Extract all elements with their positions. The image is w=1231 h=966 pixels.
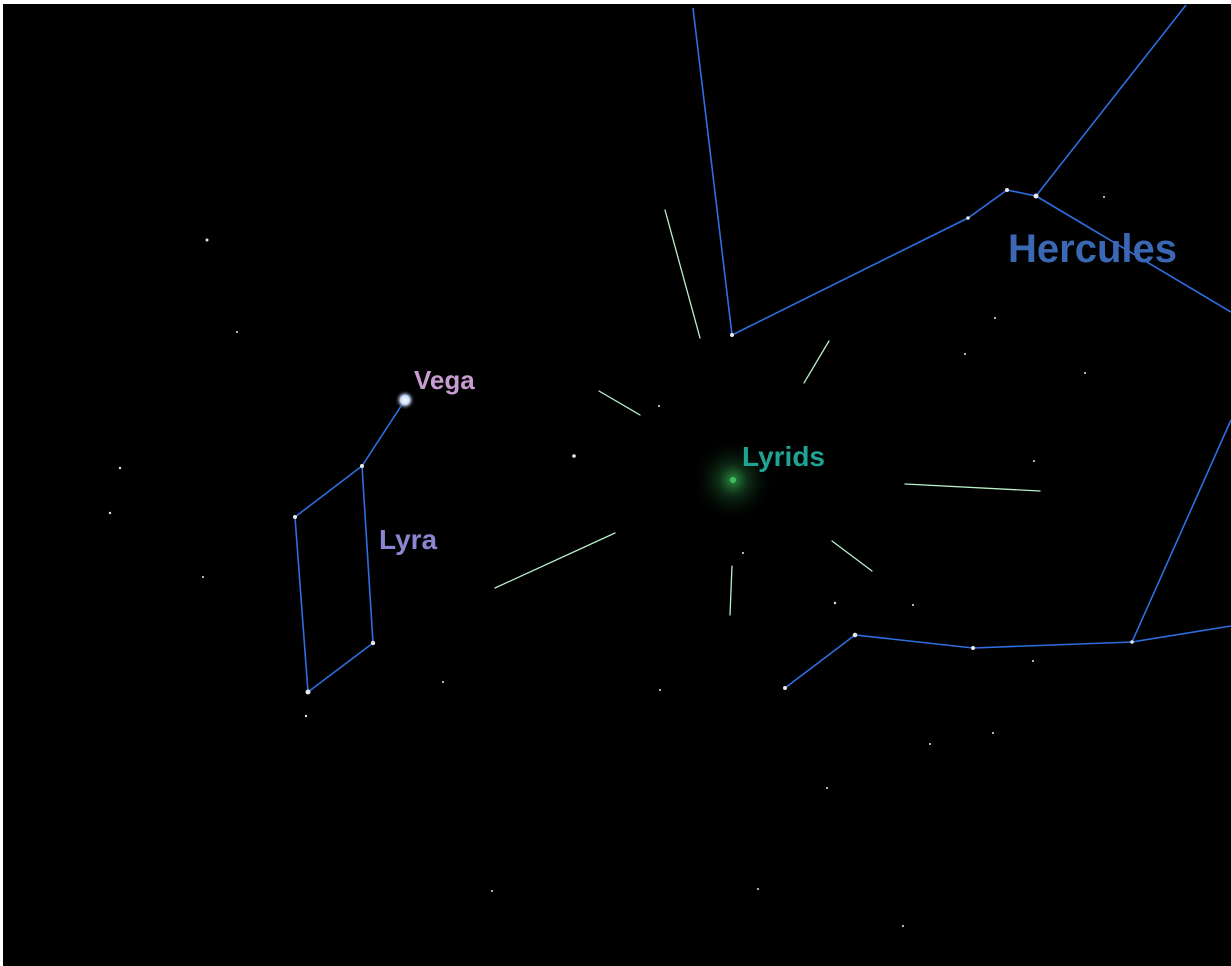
star	[826, 787, 828, 789]
star	[119, 467, 121, 469]
star	[992, 732, 994, 734]
star	[834, 602, 836, 604]
star	[202, 576, 204, 578]
star	[853, 633, 858, 638]
star	[1032, 660, 1034, 662]
sky-chart: Vega Lyra Lyrids Hercules	[0, 0, 1231, 966]
star	[293, 515, 297, 519]
star	[572, 454, 576, 458]
star	[306, 690, 311, 695]
star	[305, 715, 307, 717]
page: Vega Lyra Lyrids Hercules (() => { const…	[0, 0, 1231, 966]
star	[1130, 640, 1134, 644]
star	[1005, 188, 1009, 192]
star	[1034, 194, 1039, 199]
star	[442, 681, 444, 683]
star	[206, 239, 209, 242]
star	[1103, 196, 1105, 198]
star	[912, 604, 914, 606]
star	[658, 405, 660, 407]
star	[371, 641, 375, 645]
background	[3, 4, 1231, 966]
star-label: Vega	[414, 365, 475, 395]
star	[964, 353, 966, 355]
star	[966, 216, 970, 220]
star	[491, 890, 493, 892]
star	[994, 317, 996, 319]
meteor-shower-label: Lyrids	[742, 441, 825, 472]
constellation-label: Lyra	[379, 524, 438, 555]
star	[360, 464, 364, 468]
star	[730, 333, 734, 337]
star	[783, 686, 787, 690]
star	[757, 888, 759, 890]
star	[1084, 372, 1086, 374]
star	[929, 743, 931, 745]
radiant	[730, 477, 736, 483]
constellation-label: Hercules	[1008, 227, 1177, 271]
star	[109, 512, 111, 514]
star	[971, 646, 975, 650]
star	[236, 331, 238, 333]
star	[902, 925, 904, 927]
star	[742, 552, 744, 554]
star	[1033, 460, 1035, 462]
star-vega	[395, 390, 415, 410]
star	[659, 689, 661, 691]
